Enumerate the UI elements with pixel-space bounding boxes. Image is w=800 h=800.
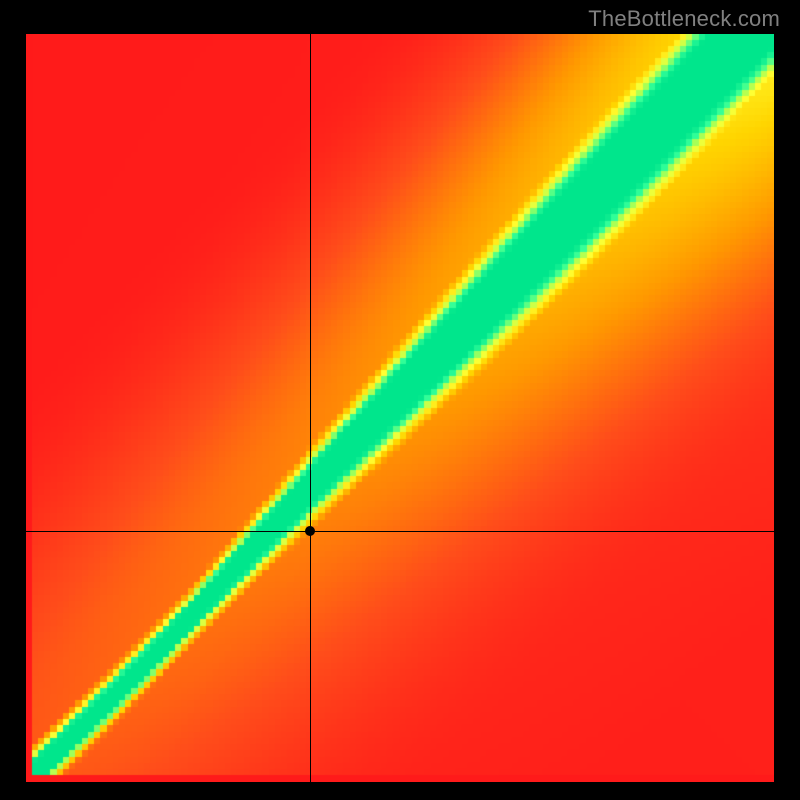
plot-area bbox=[26, 34, 774, 782]
heatmap-canvas bbox=[26, 34, 774, 782]
crosshair-vertical bbox=[310, 34, 311, 782]
crosshair-marker bbox=[305, 526, 315, 536]
crosshair-horizontal bbox=[26, 531, 774, 532]
figure-container: TheBottleneck.com bbox=[0, 0, 800, 800]
attribution-label: TheBottleneck.com bbox=[588, 6, 780, 32]
